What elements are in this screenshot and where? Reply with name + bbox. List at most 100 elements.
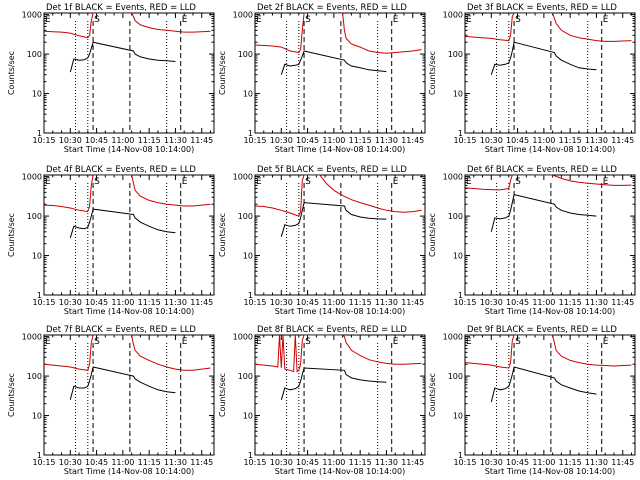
y-tick-label: 10 <box>32 252 42 261</box>
x-tick-label: 10:15 <box>32 136 55 145</box>
panel-title: Det 4f BLACK = Events, RED = LLD <box>46 165 196 175</box>
x-tick-label: 10:30 <box>270 136 293 145</box>
y-tick-label: 10 <box>453 252 463 261</box>
x-tick-label: 10:45 <box>506 136 529 145</box>
y-axis-label: Counts/sec <box>7 51 16 95</box>
time-marker-label: E <box>182 177 188 187</box>
y-tick-label: 10 <box>243 90 253 99</box>
y-tick-label: 100 <box>238 372 253 381</box>
x-tick-label: 11:30 <box>164 298 187 307</box>
events-series-line <box>69 366 176 400</box>
x-axis-label: Start Time (14-Nov-08 10:14:00) <box>485 307 615 316</box>
x-tick-label: 11:45 <box>401 136 424 145</box>
y-tick-label: 1000 <box>443 11 463 20</box>
y-axis-label: Counts/sec <box>218 213 227 257</box>
time-marker-label: S <box>515 15 521 25</box>
events-series-line <box>280 367 387 400</box>
x-axis-label: Start Time (14-Nov-08 10:14:00) <box>64 467 194 476</box>
y-tick-label: 10 <box>32 412 42 421</box>
plot-frame <box>43 334 215 456</box>
panel-title: Det 8f BLACK = Events, RED = LLD <box>257 325 407 335</box>
panel-title: Det 5f BLACK = Events, RED = LLD <box>257 165 407 175</box>
x-tick-label: 11:00 <box>111 458 134 467</box>
x-tick-label: 11:45 <box>190 458 213 467</box>
y-tick-label: 1 <box>458 129 463 138</box>
plot-frame <box>43 12 215 134</box>
x-axis-label: Start Time (14-Nov-08 10:14:00) <box>485 467 615 476</box>
series-group <box>465 175 632 232</box>
y-tick-label: 100 <box>27 212 42 221</box>
events-series-line <box>490 193 597 232</box>
plot-frame <box>464 174 636 296</box>
x-tick-label: 11:45 <box>401 458 424 467</box>
time-marker-label: E <box>466 177 472 187</box>
y-tick-label: 1 <box>37 451 42 460</box>
x-tick-label: 11:30 <box>164 136 187 145</box>
plot-frame <box>464 12 636 134</box>
x-tick-label: 10:15 <box>453 136 476 145</box>
series-group <box>44 175 211 239</box>
y-tick-label: 1 <box>37 129 42 138</box>
y-tick-label: 1000 <box>443 333 463 342</box>
y-axis-label: Counts/sec <box>428 373 437 417</box>
panel-title: Det 2f BLACK = Events, RED = LLD <box>257 3 407 13</box>
time-marker-label: E <box>603 177 609 187</box>
x-tick-label: 10:30 <box>59 136 82 145</box>
y-axis-label: Counts/sec <box>428 51 437 95</box>
y-tick-label: 100 <box>238 212 253 221</box>
time-marker-label: E <box>466 15 472 25</box>
x-tick-label: 11:45 <box>611 136 634 145</box>
lld-series-line <box>44 13 211 39</box>
time-marker-label: E <box>45 337 51 347</box>
lld-series-line <box>255 13 422 54</box>
series-group <box>465 13 632 75</box>
x-tick-label: 10:15 <box>243 298 266 307</box>
x-tick-label: 10:45 <box>506 458 529 467</box>
x-tick-label: 11:00 <box>532 458 555 467</box>
x-tick-label: 11:30 <box>164 458 187 467</box>
time-marker-label: S <box>515 177 521 187</box>
panel-title: Det 1f BLACK = Events, RED = LLD <box>46 3 196 13</box>
x-tick-label: 11:15 <box>349 136 372 145</box>
series-group <box>44 335 211 400</box>
time-marker-label: S <box>305 15 311 25</box>
x-axis-label: Start Time (14-Nov-08 10:14:00) <box>485 145 615 154</box>
detector-panel: Det 2f BLACK = Events, RED = LLD Counts/s… <box>218 3 426 154</box>
detector-panel: Det 7f BLACK = Events, RED = LLD Counts/s… <box>7 325 215 476</box>
y-axis-label: Counts/sec <box>7 213 16 257</box>
y-tick-label: 10 <box>243 252 253 261</box>
x-tick-label: 11:15 <box>349 458 372 467</box>
x-tick-label: 11:00 <box>322 298 345 307</box>
x-tick-label: 10:30 <box>270 298 293 307</box>
x-tick-label: 10:30 <box>270 458 293 467</box>
x-tick-label: 11:30 <box>375 136 398 145</box>
time-marker-label: E <box>256 337 262 347</box>
x-tick-label: 10:15 <box>453 458 476 467</box>
y-tick-label: 10 <box>453 412 463 421</box>
detector-panel: Det 9f BLACK = Events, RED = LLD Counts/s… <box>428 325 636 476</box>
panel-title: Det 7f BLACK = Events, RED = LLD <box>46 325 196 335</box>
x-tick-label: 11:30 <box>585 136 608 145</box>
x-tick-label: 11:15 <box>559 298 582 307</box>
x-tick-label: 10:30 <box>59 458 82 467</box>
time-marker-label: E <box>256 15 262 25</box>
x-axis-label: Start Time (14-Nov-08 10:14:00) <box>275 145 405 154</box>
y-tick-label: 1000 <box>233 173 253 182</box>
events-series-line <box>69 208 176 239</box>
x-tick-label: 11:00 <box>322 136 345 145</box>
time-marker-label: E <box>182 337 188 347</box>
y-tick-label: 1000 <box>22 333 42 342</box>
x-axis-label: Start Time (14-Nov-08 10:14:00) <box>275 467 405 476</box>
y-tick-label: 1 <box>248 129 253 138</box>
time-marker-label: E <box>45 177 51 187</box>
events-series-line <box>490 366 597 403</box>
panel-title: Det 3f BLACK = Events, RED = LLD <box>467 3 617 13</box>
y-tick-label: 10 <box>453 90 463 99</box>
x-tick-label: 11:45 <box>401 298 424 307</box>
lld-series-line <box>255 175 422 217</box>
series-group <box>44 13 211 73</box>
time-marker-label: E <box>45 15 51 25</box>
y-axis-label: Counts/sec <box>428 213 437 257</box>
time-marker-label: E <box>393 15 399 25</box>
lld-series-line <box>465 13 632 42</box>
